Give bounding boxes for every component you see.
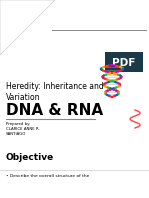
Text: Objective: Objective — [6, 153, 54, 162]
Text: Heredity: Inheritance and
Variation: Heredity: Inheritance and Variation — [6, 82, 104, 102]
Text: PDF: PDF — [112, 58, 136, 68]
Text: Prepared by:
CLARICE ANNE R.
SANTIAGO: Prepared by: CLARICE ANNE R. SANTIAGO — [6, 122, 40, 136]
Text: • Describe the overall structure of the: • Describe the overall structure of the — [6, 174, 89, 178]
Polygon shape — [0, 0, 55, 55]
Text: DNA & RNA: DNA & RNA — [6, 103, 103, 118]
FancyBboxPatch shape — [105, 52, 143, 72]
